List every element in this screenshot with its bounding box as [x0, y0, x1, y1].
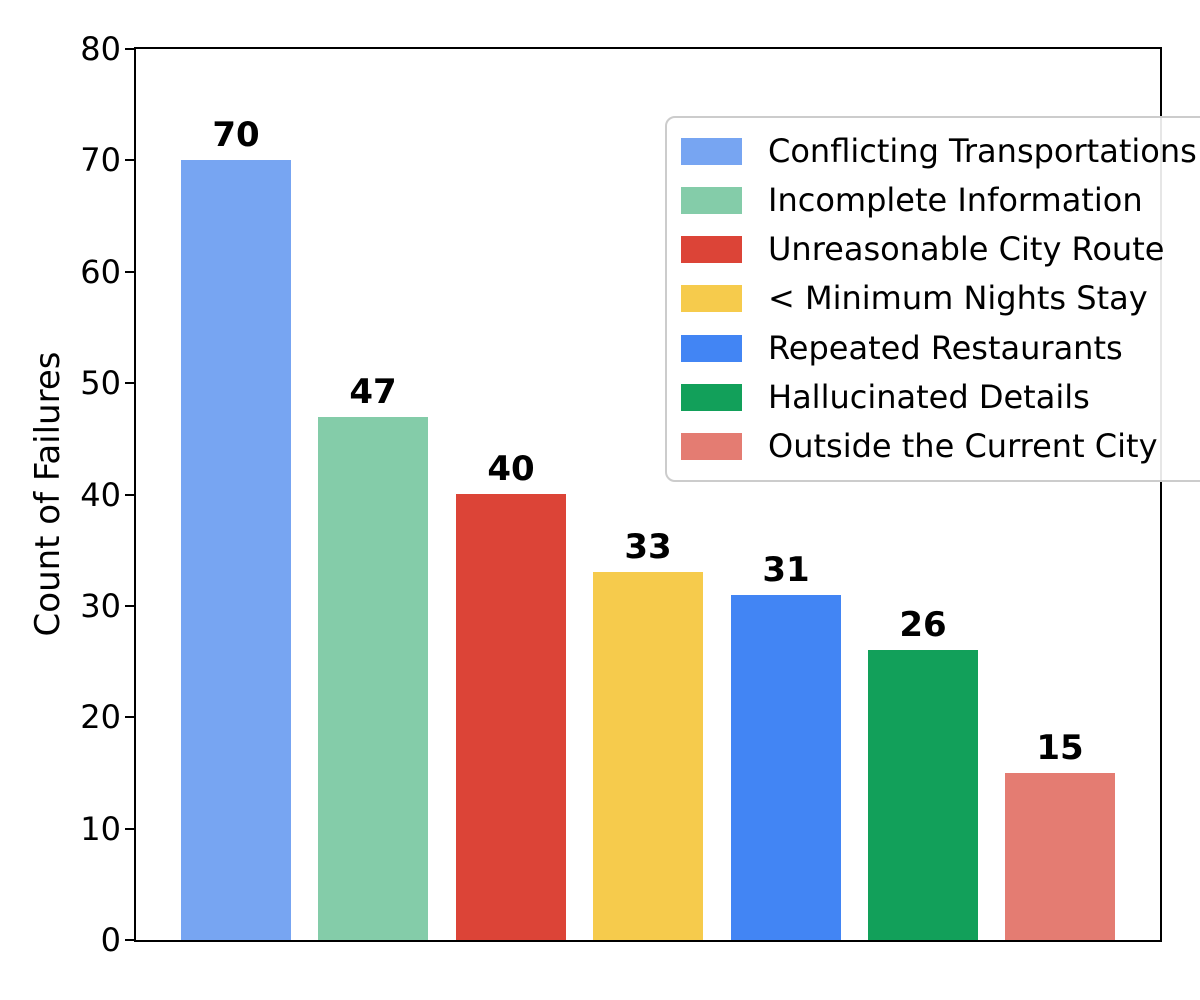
y-tick-label-80: 80 [80, 30, 121, 68]
legend-swatch-icon [681, 138, 742, 166]
y-tick-mark-30 [125, 605, 134, 607]
bar-value-label-2: 47 [349, 372, 397, 412]
bar-value-label-4: 33 [624, 527, 672, 567]
legend-swatch-icon [681, 187, 742, 215]
legend-entry-1: Conflicting Transportations [681, 131, 1200, 170]
bar-value-label-5: 31 [762, 550, 810, 590]
bar-value-label-3: 40 [487, 449, 535, 489]
legend-entry-2: Incomplete Information [681, 181, 1200, 220]
bar-value-label-6: 26 [899, 605, 947, 645]
legend-entry-5: Repeated Restaurants [681, 328, 1200, 367]
bar-7 [1005, 773, 1115, 940]
bar-5 [731, 595, 841, 940]
bar-value-label-1: 70 [212, 115, 260, 155]
legend-label: Unreasonable City Route [768, 230, 1165, 269]
legend-label: Incomplete Information [768, 181, 1143, 220]
y-tick-label-0: 0 [100, 921, 121, 959]
y-tick-mark-20 [125, 716, 134, 718]
legend-swatch-icon [681, 285, 742, 313]
legend-label: Outside the Current City [768, 426, 1158, 465]
y-tick-label-40: 40 [80, 476, 121, 514]
legend-label: Hallucinated Details [768, 377, 1090, 416]
legend-swatch-icon [681, 383, 742, 411]
y-tick-label-60: 60 [80, 253, 121, 291]
y-tick-mark-70 [125, 159, 134, 161]
legend-entry-6: Hallucinated Details [681, 377, 1200, 416]
plot-area: 70 47 40 33 31 26 15 Conflicting Transportatio… [134, 47, 1200, 942]
y-tick-mark-40 [125, 494, 134, 496]
legend-swatch-icon [681, 334, 742, 362]
bar-value-label-7: 15 [1036, 728, 1084, 768]
y-tick-label-50: 50 [80, 364, 121, 402]
legend-entry-7: Outside the Current City [681, 426, 1200, 465]
bar-1 [181, 160, 291, 940]
y-tick-mark-80 [125, 48, 134, 50]
y-tick-label-20: 20 [80, 698, 121, 736]
legend-entry-4: < Minimum Nights Stay [681, 281, 1200, 316]
legend: Conflicting Transportations Incomplete In… [665, 116, 1200, 482]
bar-2 [318, 417, 428, 940]
y-tick-label-70: 70 [80, 141, 121, 179]
y-tick-mark-60 [125, 271, 134, 273]
bar-4 [593, 572, 703, 940]
y-tick-mark-10 [125, 828, 134, 830]
legend-swatch-icon [681, 236, 742, 264]
legend-label: Repeated Restaurants [768, 328, 1123, 367]
legend-entry-3: Unreasonable City Route [681, 232, 1200, 267]
y-tick-mark-0 [125, 939, 134, 941]
legend-label: Conflicting Transportations [768, 131, 1197, 170]
bar-3 [456, 494, 566, 940]
legend-swatch-icon [681, 432, 742, 460]
y-tick-label-10: 10 [80, 810, 121, 848]
bar-6 [868, 650, 978, 940]
y-tick-label-30: 30 [80, 587, 121, 625]
y-tick-mark-50 [125, 382, 134, 384]
legend-label: < Minimum Nights Stay [768, 279, 1148, 318]
